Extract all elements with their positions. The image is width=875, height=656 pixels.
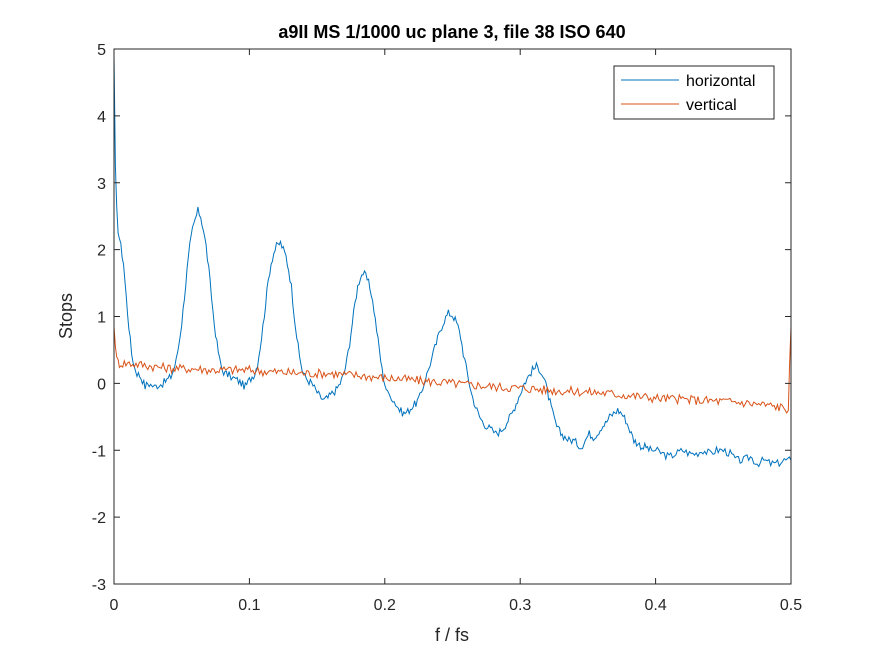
legend-label-vertical: vertical: [686, 97, 737, 114]
series-line-vertical: [113, 326, 792, 414]
y-tick-label: 3: [97, 176, 106, 193]
legend-box: [613, 65, 775, 120]
x-tick-label: 0.2: [374, 597, 396, 614]
x-axis-ticks: 0 0.1 0.2 0.3 0.4 0.5: [110, 49, 802, 614]
y-tick-label: 2: [97, 243, 106, 260]
x-tick-label: 0.4: [644, 597, 666, 614]
y-axis-label: Stops: [56, 293, 76, 339]
series-line-horizontal: [113, 55, 792, 468]
y-tick-label: -3: [92, 577, 106, 594]
legend: horizontal vertical: [613, 65, 775, 120]
y-tick-label: -2: [92, 510, 106, 527]
series-layer: [113, 55, 792, 468]
y-tick-label: -1: [92, 443, 106, 460]
y-axis-ticks: -3 -2 -1 0 1 2 3 4 5: [92, 42, 791, 594]
y-tick-label: 5: [97, 42, 106, 59]
legend-label-horizontal: horizontal: [686, 73, 755, 90]
x-tick-label: 0: [110, 597, 119, 614]
x-tick-label: 0.1: [238, 597, 260, 614]
y-tick-label: 4: [97, 109, 106, 126]
x-tick-label: 0.5: [780, 597, 802, 614]
y-tick-label: 1: [97, 310, 106, 327]
chart-title: a9II MS 1/1000 uc plane 3, file 38 ISO 6…: [278, 22, 625, 42]
y-tick-label: 0: [97, 376, 106, 393]
x-tick-label: 0.3: [509, 597, 531, 614]
x-axis-label: f / fs: [435, 625, 469, 645]
